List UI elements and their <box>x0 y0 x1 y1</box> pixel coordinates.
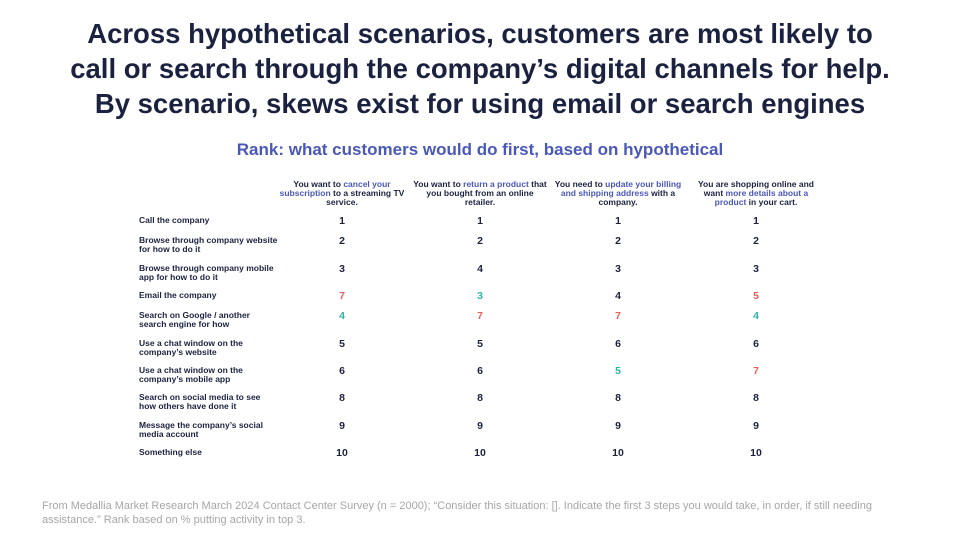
page-title: Across hypothetical scenarios, customers… <box>10 16 950 121</box>
header-text: in your cart. <box>746 197 798 207</box>
header-text: You are shopping online and want <box>697 179 814 198</box>
row-label: Browse through company website for how t… <box>139 235 278 254</box>
rank-cell: 1 <box>615 215 621 227</box>
header-highlight-text: more details about a product <box>714 188 809 207</box>
column-header: You want to cancel your subscription to … <box>275 180 409 207</box>
rank-cell: 4 <box>615 290 621 302</box>
chart-subtitle: Rank: what customers would do first, bas… <box>236 140 724 159</box>
rank-cell: 3 <box>615 263 621 275</box>
header-text: with a company. <box>598 188 676 207</box>
rank-cell: 7 <box>753 365 759 377</box>
header-text: You want to <box>413 179 464 189</box>
row-label: Call the company <box>139 215 210 225</box>
row-label: Something else <box>139 447 202 457</box>
rank-cell: 8 <box>477 392 483 404</box>
row-label: Email the company <box>139 290 217 300</box>
rank-cell: 10 <box>474 447 486 459</box>
rank-cell: 4 <box>339 310 345 322</box>
header-highlight-text: return a product <box>463 179 529 189</box>
row-label: Search on Google / another search engine… <box>139 310 250 329</box>
rank-cell: 8 <box>615 392 621 404</box>
column-header: You are shopping online and want more de… <box>689 180 823 207</box>
title-line: By scenario, skews exist for using email… <box>94 88 866 119</box>
rank-cell: 9 <box>339 420 345 432</box>
header-highlight-text: cancel your subscription <box>279 179 391 198</box>
row-label: Use a chat window on the company’s mobil… <box>139 365 243 384</box>
rank-cell: 6 <box>615 338 621 350</box>
rank-cell: 7 <box>477 310 483 322</box>
column-header: You need to update your billing and ship… <box>551 180 685 207</box>
header-text: that you bought from an online retailer. <box>426 179 547 207</box>
rank-cell: 4 <box>753 310 759 322</box>
rank-cell: 7 <box>339 290 345 302</box>
rank-cell: 10 <box>612 447 624 459</box>
rank-cell: 6 <box>339 365 345 377</box>
rank-cell: 5 <box>753 290 759 302</box>
rank-cell: 2 <box>339 235 345 247</box>
header-text: to a streaming TV service. <box>326 188 405 207</box>
rank-cell: 3 <box>477 290 483 302</box>
rank-cell: 1 <box>753 215 759 227</box>
rank-cell: 2 <box>753 235 759 247</box>
row-label: Message the company’s social media accou… <box>139 420 263 439</box>
rank-cell: 7 <box>615 310 621 322</box>
rank-cell: 10 <box>336 447 348 459</box>
rank-cell: 5 <box>339 338 345 350</box>
rank-cell: 3 <box>339 263 345 275</box>
rank-cell: 6 <box>477 365 483 377</box>
column-header: You want to return a product that you bo… <box>413 180 547 207</box>
footnote: From Medallia Market Research March 2024… <box>42 500 872 526</box>
header-text: You need to <box>554 179 606 189</box>
rank-cell: 3 <box>753 263 759 275</box>
rank-cell: 4 <box>477 263 483 275</box>
rank-cell: 5 <box>615 365 621 377</box>
rank-cell: 6 <box>753 338 759 350</box>
rank-cell: 1 <box>339 215 345 227</box>
row-label: Search on social media to see how others… <box>139 392 261 411</box>
rank-cell: 1 <box>477 215 483 227</box>
rank-cell: 9 <box>615 420 621 432</box>
rank-cell: 10 <box>750 447 762 459</box>
title-line: Across hypothetical scenarios, customers… <box>87 18 873 49</box>
header-text: You want to <box>293 179 344 189</box>
rank-cell: 2 <box>615 235 621 247</box>
rank-cell: 9 <box>477 420 483 432</box>
rank-cell: 8 <box>339 392 345 404</box>
row-label: Browse through company mobile app for ho… <box>139 263 274 282</box>
rank-cell: 8 <box>753 392 759 404</box>
rank-cell: 9 <box>753 420 759 432</box>
row-label: Use a chat window on the company’s websi… <box>139 338 243 357</box>
header-highlight-text: update your billing and shipping address <box>560 179 682 198</box>
rank-cell: 2 <box>477 235 483 247</box>
rank-cell: 5 <box>477 338 483 350</box>
title-line: call or search through the company’s dig… <box>70 53 890 84</box>
